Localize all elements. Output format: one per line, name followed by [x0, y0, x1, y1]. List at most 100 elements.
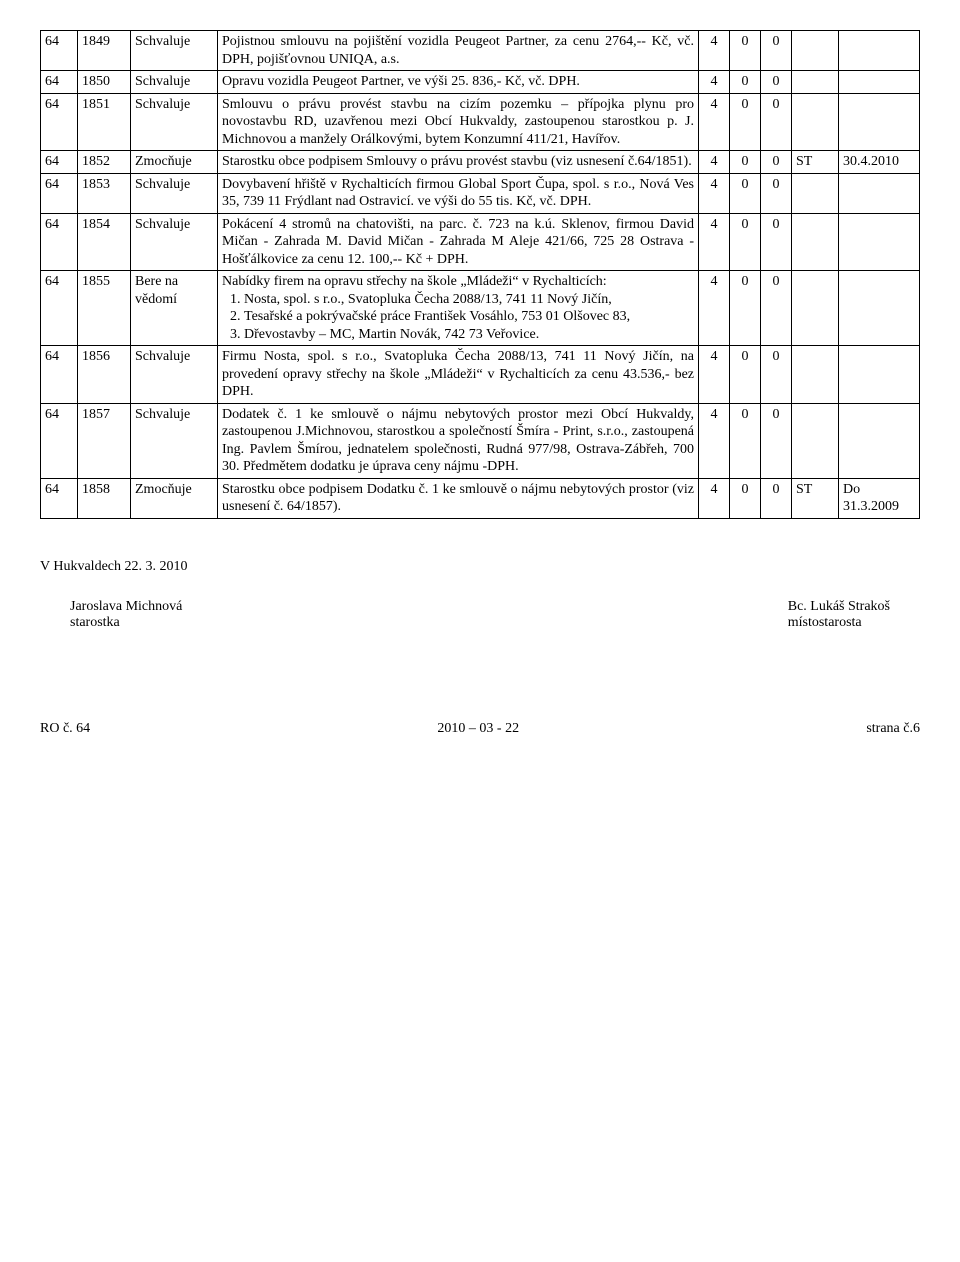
cell-g: 0 [761, 478, 792, 518]
cell-c: Zmocňuje [131, 151, 218, 174]
cell-a: 64 [41, 173, 78, 213]
cell-a: 64 [41, 151, 78, 174]
cell-b: 1852 [78, 151, 131, 174]
table-row: 641850SchvalujeOpravu vozidla Peugeot Pa… [41, 71, 920, 94]
cell-e: 4 [699, 71, 730, 94]
cell-c: Schvaluje [131, 213, 218, 271]
cell-f: 0 [730, 271, 761, 346]
cell-e: 4 [699, 346, 730, 404]
cell-f: 0 [730, 151, 761, 174]
table-row: 641858ZmocňujeStarostku obce podpisem Do… [41, 478, 920, 518]
cell-f: 0 [730, 31, 761, 71]
cell-a: 64 [41, 31, 78, 71]
cell-c: Schvaluje [131, 403, 218, 478]
table-row: 641854SchvalujePokácení 4 stromů na chat… [41, 213, 920, 271]
cell-b: 1851 [78, 93, 131, 151]
sign-right: Bc. Lukáš Strakoš místostarosta [788, 599, 890, 631]
foot-center: 2010 – 03 - 22 [437, 721, 519, 737]
cell-d: Dodatek č. 1 ke smlouvě o nájmu nebytový… [218, 403, 699, 478]
cell-h [792, 31, 839, 71]
cell-c: Bere na vědomí [131, 271, 218, 346]
cell-g: 0 [761, 271, 792, 346]
cell-d: Pojistnou smlouvu na pojištění vozidla P… [218, 31, 699, 71]
cell-c: Schvaluje [131, 71, 218, 94]
cell-f: 0 [730, 213, 761, 271]
cell-d: Nabídky firem na opravu střechy na škole… [218, 271, 699, 346]
cell-i [839, 213, 920, 271]
cell-i [839, 71, 920, 94]
cell-h [792, 403, 839, 478]
cell-e: 4 [699, 173, 730, 213]
sign-left-role: starostka [70, 615, 182, 631]
cell-a: 64 [41, 271, 78, 346]
cell-d: Starostku obce podpisem Dodatku č. 1 ke … [218, 478, 699, 518]
cell-a: 64 [41, 478, 78, 518]
cell-f: 0 [730, 71, 761, 94]
cell-d: Firmu Nosta, spol. s r.o., Svatopluka Če… [218, 346, 699, 404]
cell-i [839, 31, 920, 71]
cell-h [792, 173, 839, 213]
foot-left: RO č. 64 [40, 721, 90, 737]
cell-a: 64 [41, 213, 78, 271]
cell-g: 0 [761, 31, 792, 71]
cell-b: 1850 [78, 71, 131, 94]
cell-c: Schvaluje [131, 93, 218, 151]
cell-h [792, 213, 839, 271]
cell-a: 64 [41, 93, 78, 151]
cell-i [839, 403, 920, 478]
cell-a: 64 [41, 346, 78, 404]
cell-b: 1855 [78, 271, 131, 346]
cell-g: 0 [761, 346, 792, 404]
cell-h [792, 71, 839, 94]
cell-g: 0 [761, 71, 792, 94]
cell-d: Pokácení 4 stromů na chatovišti, na parc… [218, 213, 699, 271]
page-foot: RO č. 64 2010 – 03 - 22 strana č.6 [40, 721, 920, 737]
table-row: 641855Bere na vědomí Nabídky firem na opr… [41, 271, 920, 346]
list-item: Nosta, spol. s r.o., Svatopluka Čecha 20… [244, 291, 694, 309]
cell-b: 1853 [78, 173, 131, 213]
cell-g: 0 [761, 213, 792, 271]
cell-i [839, 93, 920, 151]
list-item: Dřevostavby – MC, Martin Novák, 742 73 V… [244, 326, 694, 344]
cell-d: Starostku obce podpisem Smlouvy o právu … [218, 151, 699, 174]
sign-right-name: Bc. Lukáš Strakoš [788, 599, 890, 615]
cell-h: ST [792, 151, 839, 174]
cell-e: 4 [699, 403, 730, 478]
cell-h [792, 346, 839, 404]
cell-i [839, 346, 920, 404]
cell-d: Smlouvu o právu provést stavbu na cizím … [218, 93, 699, 151]
table-row: 641856SchvalujeFirmu Nosta, spol. s r.o.… [41, 346, 920, 404]
cell-f: 0 [730, 478, 761, 518]
cell-b: 1858 [78, 478, 131, 518]
cell-a: 64 [41, 403, 78, 478]
cell-i [839, 173, 920, 213]
table-row: 641857SchvalujeDodatek č. 1 ke smlouvě o… [41, 403, 920, 478]
cell-g: 0 [761, 403, 792, 478]
cell-c: Schvaluje [131, 346, 218, 404]
cell-e: 4 [699, 271, 730, 346]
cell-b: 1849 [78, 31, 131, 71]
sign-left: Jaroslava Michnová starostka [70, 599, 182, 631]
resolution-table: 641849SchvalujePojistnou smlouvu na poji… [40, 30, 920, 519]
cell-h [792, 93, 839, 151]
cell-h [792, 271, 839, 346]
footer-block: V Hukvaldech 22. 3. 2010 Jaroslava Michn… [40, 559, 920, 737]
cell-g: 0 [761, 93, 792, 151]
cell-f: 0 [730, 403, 761, 478]
list-item: Tesařské a pokrývačské práce František V… [244, 308, 694, 326]
cell-g: 0 [761, 151, 792, 174]
table-row: 641851SchvalujeSmlouvu o právu provést s… [41, 93, 920, 151]
foot-right: strana č.6 [866, 721, 920, 737]
sign-left-name: Jaroslava Michnová [70, 599, 182, 615]
cell-d-intro: Nabídky firem na opravu střechy na škole… [222, 274, 607, 289]
cell-a: 64 [41, 71, 78, 94]
table-row: 641849SchvalujePojistnou smlouvu na poji… [41, 31, 920, 71]
cell-d: Opravu vozidla Peugeot Partner, ve výši … [218, 71, 699, 94]
cell-c: Schvaluje [131, 31, 218, 71]
cell-i [839, 271, 920, 346]
sign-right-role: místostarosta [788, 615, 890, 631]
cell-f: 0 [730, 346, 761, 404]
cell-b: 1854 [78, 213, 131, 271]
cell-e: 4 [699, 213, 730, 271]
cell-i: Do 31.3.2009 [839, 478, 920, 518]
